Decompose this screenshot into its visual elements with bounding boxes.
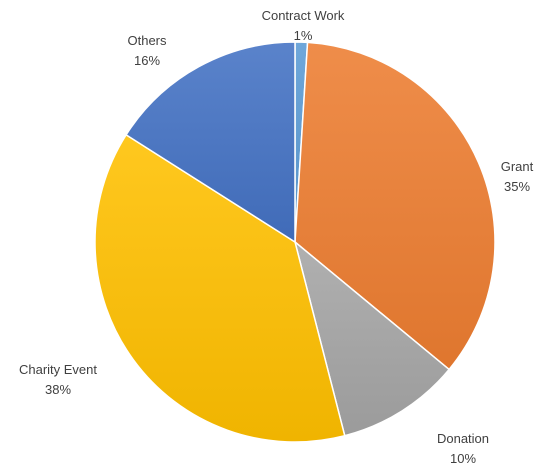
slice-category-text: Others (127, 33, 167, 48)
slice-percent-text: 1% (294, 28, 313, 43)
slice-category-text: Donation (437, 431, 489, 446)
pie-slice-donation (293, 239, 451, 437)
slice-label-others: Others 16% (127, 33, 167, 68)
pie-slice-others (125, 41, 296, 244)
pie-slice-grant (294, 41, 496, 371)
slice-percent-text: 35% (504, 179, 530, 194)
slice-percent-text: 10% (450, 451, 476, 466)
slice-category-text: Charity Event (19, 362, 97, 377)
slice-label-contract-work: Contract Work 1% (262, 8, 345, 43)
slice-percent-text: 16% (134, 53, 160, 68)
slice-label-grant: Grant 35% (501, 159, 534, 194)
slice-percent-text: 38% (45, 382, 71, 397)
slice-label-charity-event: Charity Event 38% (19, 362, 97, 397)
pie-slices (94, 41, 496, 443)
slice-label-donation: Donation 10% (437, 431, 489, 466)
slice-category-text: Grant (501, 159, 534, 174)
slice-category-text: Contract Work (262, 8, 345, 23)
pie-slice-charity-event (94, 133, 346, 443)
pie-labels: Contract Work 1% Grant 35% Donation 10% Charit… (19, 8, 534, 466)
